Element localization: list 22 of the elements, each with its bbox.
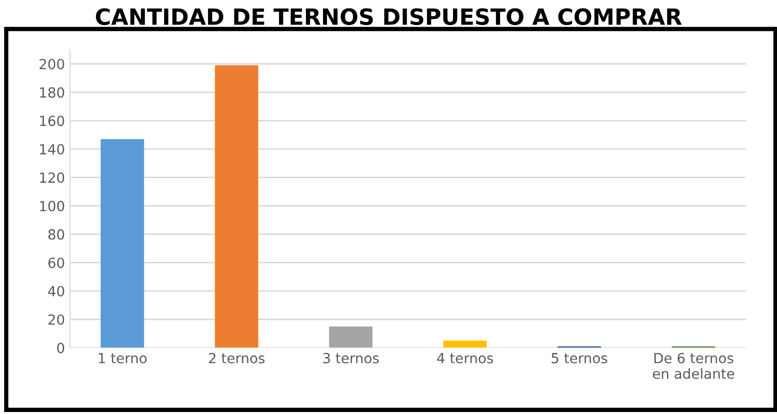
y-tick-label: 0 (57, 342, 64, 354)
x-tick-label: 4 ternos (437, 353, 493, 364)
y-tick-label: 40 (48, 286, 64, 296)
y-tick-label: 20 (48, 314, 64, 325)
bar (443, 340, 487, 348)
y-tick-label: 140 (40, 144, 64, 155)
y-tick-label: 180 (40, 87, 64, 98)
y-tick-label: 200 (40, 58, 64, 70)
chart-title: CANTIDAD DE TERNOS DISPUESTO A COMPRAR (96, 8, 682, 26)
y-tick-label: 120 (40, 172, 64, 183)
bar (100, 139, 144, 348)
bar (329, 326, 373, 348)
x-tick-label: 3 ternos (323, 352, 379, 364)
x-tick-label: 1 terno (98, 353, 147, 364)
y-tick-label: 160 (40, 116, 64, 126)
y-tick-label: 100 (40, 200, 64, 212)
x-tick-label: 2 ternos (208, 352, 265, 364)
bar (214, 65, 258, 348)
x-tick-label: 5 ternos (552, 353, 608, 364)
y-tick-label: 60 (48, 258, 64, 268)
y-tick-label: 80 (48, 229, 64, 240)
x-tick-label: De 6 ternos en adelante (652, 352, 734, 379)
